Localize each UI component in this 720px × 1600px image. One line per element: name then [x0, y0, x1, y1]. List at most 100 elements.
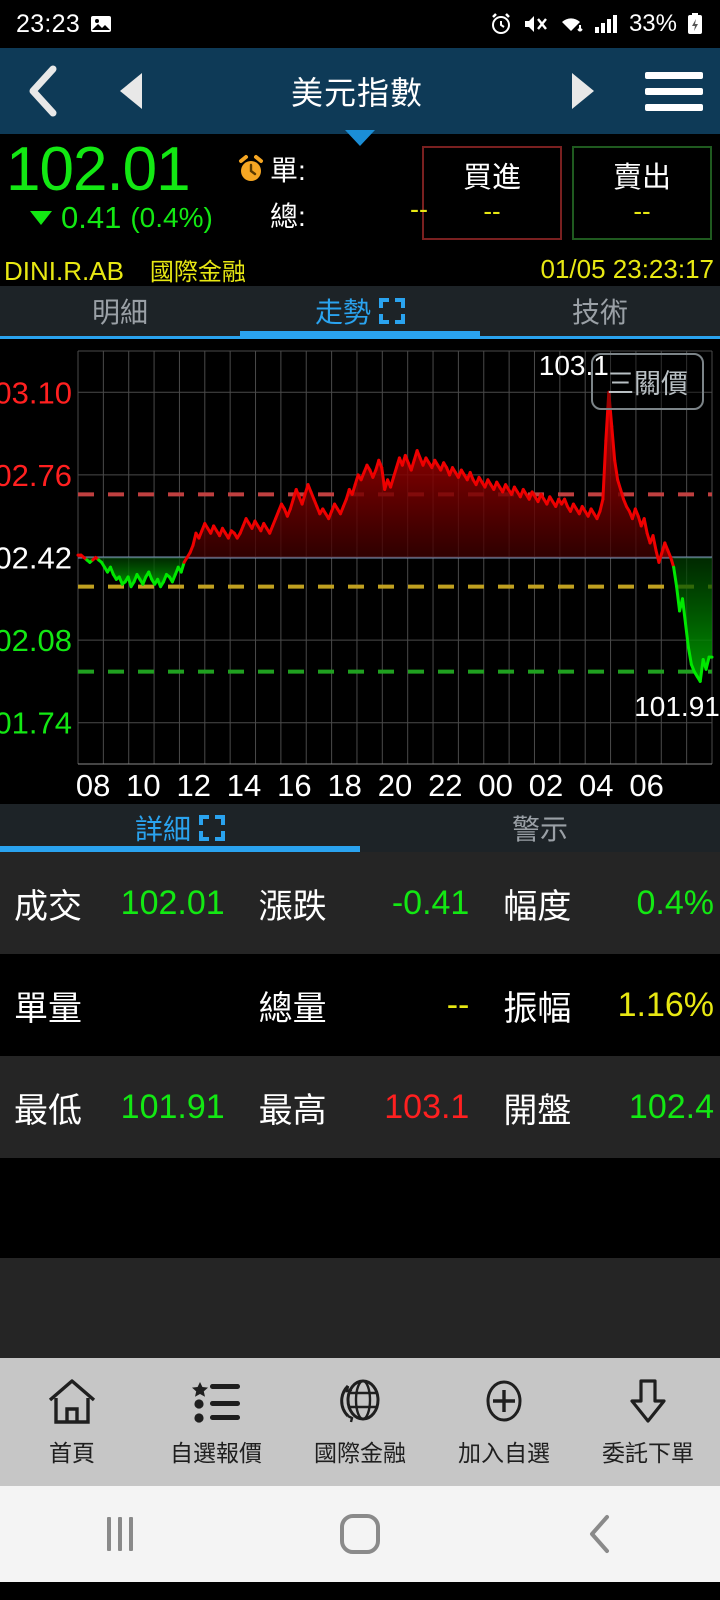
tab-label: 技術: [571, 297, 628, 328]
svg-text:18: 18: [327, 768, 361, 803]
change-row: 0.41 (0.4%): [6, 200, 232, 236]
svg-text:16: 16: [277, 768, 311, 803]
cell-value: 101.91: [120, 1087, 225, 1126]
alarm-clock-icon[interactable]: [232, 154, 270, 184]
svg-text:08: 08: [76, 768, 110, 803]
bottom-navigation: 首頁 自選報價 國際金融 加入自選 委託下單: [0, 1358, 720, 1486]
triangle-left-icon: [120, 73, 142, 109]
tab-label: 走勢: [314, 297, 371, 328]
trio-price-button[interactable]: 三關價: [591, 353, 704, 410]
nav-item-add-watchlist[interactable]: 加入自選: [432, 1376, 576, 1468]
price-change-percent: (0.4%): [130, 202, 213, 233]
globe-icon: [340, 1379, 380, 1423]
sell-label: 賣出: [612, 162, 671, 194]
detail-tab-bar: 詳細 警示: [0, 804, 720, 852]
expand-icon[interactable]: [199, 815, 225, 841]
tab-label: 警示: [511, 814, 568, 845]
recent-apps-icon: [107, 1517, 133, 1551]
cell-label: 成交: [14, 887, 82, 926]
status-bar: 23:23 33%: [0, 0, 720, 48]
nav-label: 加入自選: [458, 1440, 550, 1466]
symbol-market: 國際金融: [149, 258, 246, 286]
cell-value: 0.4%: [636, 883, 715, 922]
buy-button[interactable]: 買進 --: [422, 146, 562, 240]
tab-technical[interactable]: 技術: [480, 286, 720, 336]
cell-value: 102.4: [628, 1087, 715, 1126]
android-back-button[interactable]: [540, 1513, 660, 1555]
svg-text:102.76: 102.76: [0, 458, 72, 493]
svg-text:00: 00: [478, 768, 512, 803]
order-buttons: 買進 -- 賣出 --: [422, 138, 712, 240]
cell-label: 最高: [258, 1091, 327, 1130]
starred-list-icon: [192, 1382, 240, 1423]
expand-icon[interactable]: [379, 298, 405, 324]
download-arrow-icon: [630, 1379, 666, 1423]
nav-item-global-finance[interactable]: 國際金融: [288, 1376, 432, 1468]
page-title: 美元指數: [290, 75, 423, 111]
nav-item-watchlist[interactable]: 自選報價: [144, 1376, 288, 1468]
table-row[interactable]: 單量 總量 -- 振幅 1.16%: [0, 954, 720, 1056]
price-change: 0.41: [61, 200, 122, 235]
total-volume-label: 總:: [270, 201, 306, 232]
empty-row: [0, 1158, 720, 1258]
android-home-button[interactable]: [300, 1514, 420, 1554]
table-row[interactable]: 最低 101.91 最高 103.1 開盤 102.4: [0, 1056, 720, 1158]
cell-value: -0.41: [391, 883, 470, 922]
table-row[interactable]: 成交 102.01 漲跌 -0.41 幅度 0.4%: [0, 852, 720, 954]
tab-label: 明細: [91, 297, 148, 328]
svg-text:02: 02: [529, 768, 563, 803]
signal-icon: [594, 15, 617, 33]
alarm-icon: [491, 13, 510, 34]
battery-charging-icon: [688, 13, 702, 34]
nav-label: 首頁: [49, 1440, 95, 1466]
hamburger-menu-button[interactable]: [628, 71, 720, 111]
single-volume-label: 單:: [270, 155, 306, 186]
tab-alerts[interactable]: 警示: [360, 804, 720, 852]
quote-panel: 102.01 0.41 (0.4%) 單: 總: -- 買進 -: [0, 134, 720, 252]
detail-tab-underline: [0, 846, 360, 852]
status-bar-right: 33%: [489, 10, 704, 38]
single-volume-row: 單:: [232, 146, 422, 192]
cell-label: 幅度: [503, 887, 572, 926]
back-chevron-icon: [590, 1515, 609, 1553]
symbol-info-row: DINI.R.AB 國際金融 01/05 23:23:17: [0, 252, 720, 286]
chart-low-annotation: 101.91: [634, 691, 720, 723]
total-volume-value: --: [410, 194, 428, 224]
status-time: 23:23: [16, 9, 81, 38]
chart-tab-bar: 明細 走勢 技術: [0, 286, 720, 336]
buy-label: 買進: [462, 162, 521, 194]
cell-label: 開盤: [503, 1091, 572, 1130]
empty-row: [0, 1258, 720, 1358]
nav-label: 國際金融: [314, 1440, 406, 1466]
battery-percent: 33%: [628, 10, 677, 37]
tab-details[interactable]: 詳細: [0, 804, 360, 852]
nav-item-home[interactable]: 首頁: [0, 1376, 144, 1468]
dropdown-caret-icon[interactable]: [345, 130, 375, 146]
tab-active-underline: [239, 331, 480, 336]
buy-price: --: [483, 196, 501, 226]
svg-text:04: 04: [579, 768, 613, 803]
cell-value: --: [446, 985, 470, 1024]
tab-detail-list[interactable]: 明細: [0, 286, 240, 336]
sell-button[interactable]: 賣出 --: [572, 146, 712, 240]
nav-item-place-order[interactable]: 委託下單: [576, 1376, 720, 1468]
down-arrow-icon: [30, 211, 52, 225]
tab-trend[interactable]: 走勢: [240, 286, 480, 336]
prev-symbol-button[interactable]: [86, 71, 176, 111]
wifi-icon: [561, 18, 583, 32]
svg-text:10: 10: [126, 768, 160, 803]
svg-text:14: 14: [227, 768, 261, 803]
recent-apps-button[interactable]: [60, 1517, 180, 1551]
triangle-right-icon: [572, 73, 594, 109]
back-button[interactable]: [0, 64, 86, 118]
cell-label: 最低: [14, 1091, 82, 1130]
next-symbol-button[interactable]: [538, 71, 628, 111]
status-bar-left: 23:23: [16, 10, 112, 39]
last-price: 102.01: [6, 135, 191, 204]
cell-label: 漲跌: [258, 887, 327, 926]
svg-text:12: 12: [176, 768, 210, 803]
nav-label: 委託下單: [602, 1440, 694, 1466]
quote-timestamp: 01/05 23:23:17: [540, 253, 715, 284]
